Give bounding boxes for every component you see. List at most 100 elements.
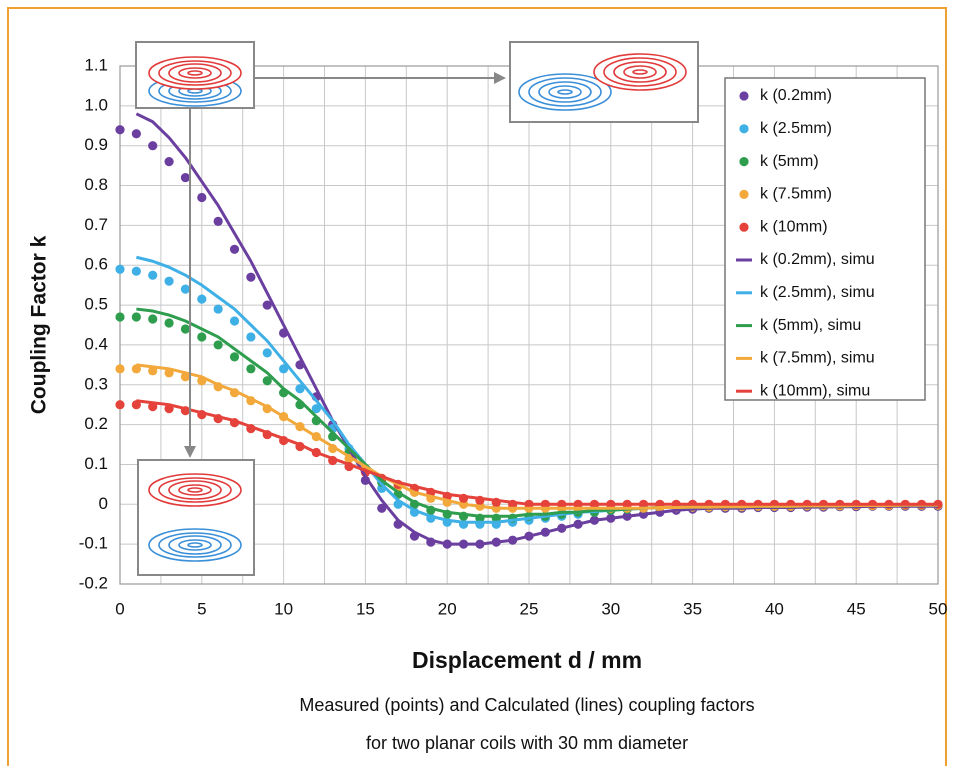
data-point xyxy=(115,125,125,135)
legend-marker xyxy=(739,189,749,199)
y-tick-label: -0.2 xyxy=(79,573,108,592)
data-point xyxy=(213,304,223,314)
x-tick-label: 50 xyxy=(929,599,948,618)
arrow-head xyxy=(494,72,506,84)
y-tick-label: 0.8 xyxy=(84,175,108,194)
data-point xyxy=(229,316,240,326)
data-point xyxy=(229,244,240,254)
page-frame xyxy=(7,7,947,766)
y-tick-label: 0.7 xyxy=(84,215,108,234)
y-tick-label: 0.5 xyxy=(84,295,108,314)
x-axis-title: Displacement d / mm xyxy=(412,647,642,673)
y-tick-label: 1.0 xyxy=(84,95,108,114)
legend-label: k (5mm) xyxy=(760,153,819,170)
legend-label: k (2.5mm) xyxy=(760,120,832,137)
data-point xyxy=(180,172,191,183)
data-point xyxy=(213,216,223,226)
data-point xyxy=(246,364,256,374)
y-tick-label: 0.4 xyxy=(84,334,108,353)
y-tick-label: 0.3 xyxy=(84,374,108,393)
legend-marker xyxy=(739,124,749,134)
x-tick-label: 20 xyxy=(438,599,457,618)
data-point xyxy=(197,192,207,203)
y-tick-label: 0.9 xyxy=(84,135,108,154)
red-coil xyxy=(593,53,687,91)
y-tick-label: 1.1 xyxy=(84,55,108,74)
data-point xyxy=(279,364,289,374)
data-point xyxy=(295,384,305,394)
legend-label: k (7.5mm) xyxy=(760,186,832,203)
y-tick-label: 0.2 xyxy=(84,414,108,433)
data-point xyxy=(131,266,141,276)
x-tick-label: 30 xyxy=(601,599,620,618)
data-point xyxy=(262,348,272,358)
data-point xyxy=(197,294,207,304)
data-point xyxy=(262,376,272,386)
blue-coil xyxy=(148,528,242,562)
legend-marker xyxy=(739,157,749,167)
red-coil xyxy=(148,56,242,90)
caption-line: Measured (points) and Calculated (lines)… xyxy=(299,695,754,715)
data-point xyxy=(148,270,158,280)
data-point xyxy=(164,276,174,286)
x-tick-label: 10 xyxy=(274,599,293,618)
data-point xyxy=(131,312,141,322)
series-line xyxy=(136,363,938,510)
data-point xyxy=(311,404,321,414)
y-tick-label: 0 xyxy=(99,494,108,513)
plot-marks xyxy=(115,112,943,549)
y-tick-label: 0.1 xyxy=(84,454,108,473)
data-point xyxy=(115,400,125,410)
legend-box xyxy=(724,77,926,401)
legend-label: k (0.2mm), simu xyxy=(760,251,875,268)
data-point xyxy=(115,312,125,322)
legend-marker xyxy=(739,91,749,101)
data-point xyxy=(262,300,272,310)
data-point xyxy=(213,340,223,350)
inset-separated xyxy=(137,459,255,576)
x-tick-label: 5 xyxy=(197,599,206,618)
data-point xyxy=(377,503,387,513)
legend-label: k (0.2mm) xyxy=(760,87,832,104)
legend-label: k (5mm), simu xyxy=(760,317,861,334)
legend-label: k (2.5mm), simu xyxy=(760,284,875,301)
y-axis-title: Coupling Factor k xyxy=(28,235,51,414)
arrow-head xyxy=(184,446,196,458)
arrows xyxy=(184,72,506,458)
data-point xyxy=(197,332,207,342)
inset-overlap xyxy=(135,41,255,109)
x-tick-label: 40 xyxy=(765,599,784,618)
x-tick-label: 0 xyxy=(115,599,124,618)
legend: k (0.2mm) k (2.5mm) k (5mm) k (7.5mm) k (10m… xyxy=(724,77,926,401)
red-coil xyxy=(148,473,242,507)
data-point xyxy=(180,324,191,334)
inset-box xyxy=(137,459,255,576)
legend-marker xyxy=(739,222,749,232)
x-tick-label: 25 xyxy=(520,599,539,618)
series-line xyxy=(136,399,938,506)
y-tick-label: 0.6 xyxy=(84,255,108,274)
data-point xyxy=(164,318,174,328)
caption-line: for two planar coils with 30 mm diameter xyxy=(366,733,688,753)
data-point xyxy=(180,284,191,294)
blue-coil xyxy=(518,73,612,111)
data-point xyxy=(164,157,174,167)
inset-shifted xyxy=(509,41,699,123)
x-tick-label: 45 xyxy=(847,599,866,618)
data-point xyxy=(115,364,125,374)
y-tick-label: -0.1 xyxy=(79,534,108,553)
legend-label: k (7.5mm), simu xyxy=(760,350,875,367)
x-tick-label: 35 xyxy=(683,599,702,618)
legend-label: k (10mm), simu xyxy=(760,382,870,399)
data-point xyxy=(148,141,158,151)
data-point xyxy=(131,129,141,139)
legend-label: k (10mm) xyxy=(760,218,828,235)
data-point xyxy=(246,272,256,282)
data-point xyxy=(148,314,158,324)
x-tick-label: 15 xyxy=(356,599,375,618)
data-point xyxy=(229,352,240,362)
data-point xyxy=(246,332,256,342)
data-point xyxy=(115,264,125,274)
